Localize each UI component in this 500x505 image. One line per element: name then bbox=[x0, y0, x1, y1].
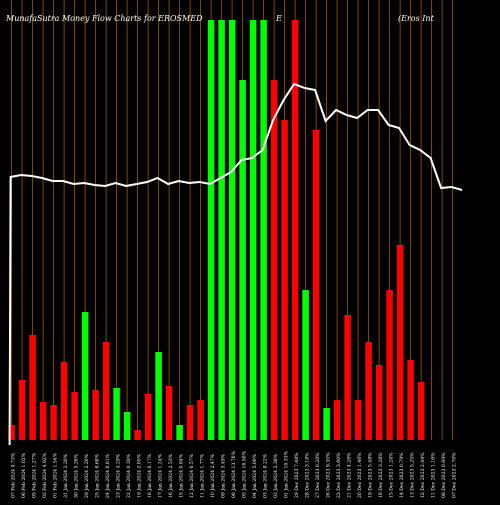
money-flow-bar bbox=[228, 20, 236, 440]
money-flow-bar bbox=[123, 412, 131, 440]
money-flow-bar bbox=[281, 120, 288, 440]
money-flow-bar bbox=[102, 342, 110, 440]
money-flow-bar bbox=[186, 405, 194, 440]
x-tick-label: 15 Jan 2024 0.84% bbox=[179, 453, 185, 498]
money-flow-bar bbox=[365, 342, 372, 440]
money-flow-bar bbox=[113, 388, 120, 440]
x-tick-label: 17 Jan 2024 1.24% bbox=[158, 453, 164, 498]
x-tick-label: 06 Feb 2024 1.02% bbox=[21, 452, 27, 498]
money-flow-bar bbox=[207, 20, 215, 440]
x-tick-label: 28 Dec 2023 3.18% bbox=[305, 452, 311, 498]
money-flow-bar bbox=[39, 402, 47, 440]
x-tick-label: 25 Jan 2024 6.68% bbox=[95, 453, 101, 498]
money-flow-bar bbox=[407, 360, 414, 440]
money-flow-bar bbox=[50, 405, 57, 440]
x-tick-label: 01 Jan 2024 10.33% bbox=[284, 450, 290, 498]
money-flow-bar bbox=[302, 290, 309, 440]
x-tick-label: 29 Jan 2024 2.20% bbox=[84, 453, 90, 498]
money-flow-bar bbox=[134, 430, 141, 440]
x-tick-label: 29 Dec 2023 7.48% bbox=[294, 452, 300, 498]
money-flow-bar bbox=[260, 20, 267, 440]
price-line bbox=[8, 82, 463, 446]
money-flow-bar bbox=[396, 245, 404, 440]
x-tick-label: 12 Jan 2024 0.57% bbox=[189, 453, 195, 498]
money-flow-bar bbox=[18, 380, 26, 440]
x-tick-label: 27 Dec 2023 0.20% bbox=[315, 452, 321, 498]
x-tick-label: 11 Jan 2024 1.77% bbox=[200, 453, 206, 498]
x-tick-label: 02 Feb 2024 4.92% bbox=[42, 452, 48, 498]
chart-title: MunafaSutra Money Flow Charts for EROSME… bbox=[6, 14, 203, 23]
chart-title-company-fragment: (Eros Int bbox=[398, 14, 434, 23]
money-flow-bar bbox=[270, 80, 278, 440]
money-flow-bar bbox=[92, 390, 99, 440]
x-tick-label: 26 Dec 2023 9.35% bbox=[326, 452, 332, 498]
money-flow-bar bbox=[81, 312, 89, 440]
x-tick-label: 24 Jan 2024 0.81% bbox=[105, 453, 111, 498]
money-flow-bar bbox=[165, 386, 173, 440]
x-tick-label: 05 Feb 2024 1.27% bbox=[32, 452, 38, 498]
money-flow-bar bbox=[144, 394, 152, 440]
x-tick-label: 13 Dec 2023 5.25% bbox=[410, 452, 416, 498]
money-flow-bar bbox=[71, 392, 78, 440]
money-flow-bar bbox=[386, 290, 393, 440]
x-tick-label: 18 Jan 2024 0.17% bbox=[147, 453, 153, 498]
money-flow-bar bbox=[60, 362, 68, 440]
x-tick-label: 18 Dec 2023 3.28% bbox=[378, 452, 384, 498]
x-tick-label: 01 Feb 2024 1.54% bbox=[53, 452, 59, 498]
x-tick-label: 08 Jan 2024 13.76% bbox=[231, 450, 237, 498]
money-flow-bar bbox=[417, 382, 425, 440]
x-tick-label: 10 Jan 2024 2.47% bbox=[210, 453, 216, 498]
x-tick-label: 08 Dec 2023 0.69% bbox=[441, 452, 447, 498]
x-tick-label: 20 Dec 2023 1.46% bbox=[357, 452, 363, 498]
x-tick-label: 02 Jan 2024 2.38% bbox=[273, 453, 279, 498]
money-flow-bar bbox=[218, 20, 225, 440]
x-tick-label: 19 Jan 2024 2.05% bbox=[137, 453, 143, 498]
x-tick-label: 05 Jan 2024 16.50% bbox=[242, 450, 248, 498]
money-flow-bar bbox=[344, 315, 351, 440]
money-flow-bar bbox=[155, 352, 162, 440]
money-flow-bar bbox=[375, 365, 383, 440]
money-flow-bar bbox=[8, 425, 15, 440]
money-flow-bar bbox=[291, 20, 299, 440]
money-flow-bar bbox=[197, 400, 204, 440]
x-tick-label: 19 Dec 2023 5.48% bbox=[368, 452, 374, 498]
x-tick-label: 03 Jan 2024 8.22% bbox=[263, 453, 269, 498]
x-tick-label: 04 Jan 2024 5.00% bbox=[252, 453, 258, 498]
x-tick-label: 22 Dec 2023 3.60% bbox=[336, 452, 342, 498]
x-tick-label: 12 Dec 2023 2.44% bbox=[420, 452, 426, 498]
money-flow-bar bbox=[333, 400, 341, 440]
x-tick-label: 07 Feb 2024 9.73% bbox=[11, 452, 17, 498]
money-flow-bar bbox=[312, 130, 320, 440]
x-tick-label: 21 Dec 2023 4.28% bbox=[347, 452, 353, 498]
x-tick-label: 16 Jan 2024 2.53% bbox=[168, 453, 174, 498]
x-tick-label: 09 Jan 2024 5.49% bbox=[221, 453, 227, 498]
money-flow-bar bbox=[249, 20, 257, 440]
x-tick-label: 30 Jan 2024 5.26% bbox=[74, 453, 80, 498]
money-flow-bar bbox=[239, 80, 246, 440]
x-tick-label: 23 Jan 2024 4.29% bbox=[116, 453, 122, 498]
x-tick-label: 22 Jan 2024 0.39% bbox=[126, 453, 132, 498]
x-tick-label: 14 Dec 2023 0.79% bbox=[399, 452, 405, 498]
money-flow-bar bbox=[29, 335, 36, 440]
money-flow-bar bbox=[323, 408, 330, 440]
chart-title-ticker-fragment: E bbox=[276, 14, 282, 23]
x-tick-label: 15 Dec 2023 1.24% bbox=[389, 452, 395, 498]
money-flow-bar bbox=[176, 425, 183, 440]
x-tick-label: 11 Dec 2023 1.16% bbox=[431, 452, 437, 498]
x-tick-label: 31 Jan 2024 2.20% bbox=[63, 453, 69, 498]
money-flow-bar bbox=[354, 400, 362, 440]
x-tick-label: 07 Dec 2023 2.70% bbox=[452, 452, 458, 498]
